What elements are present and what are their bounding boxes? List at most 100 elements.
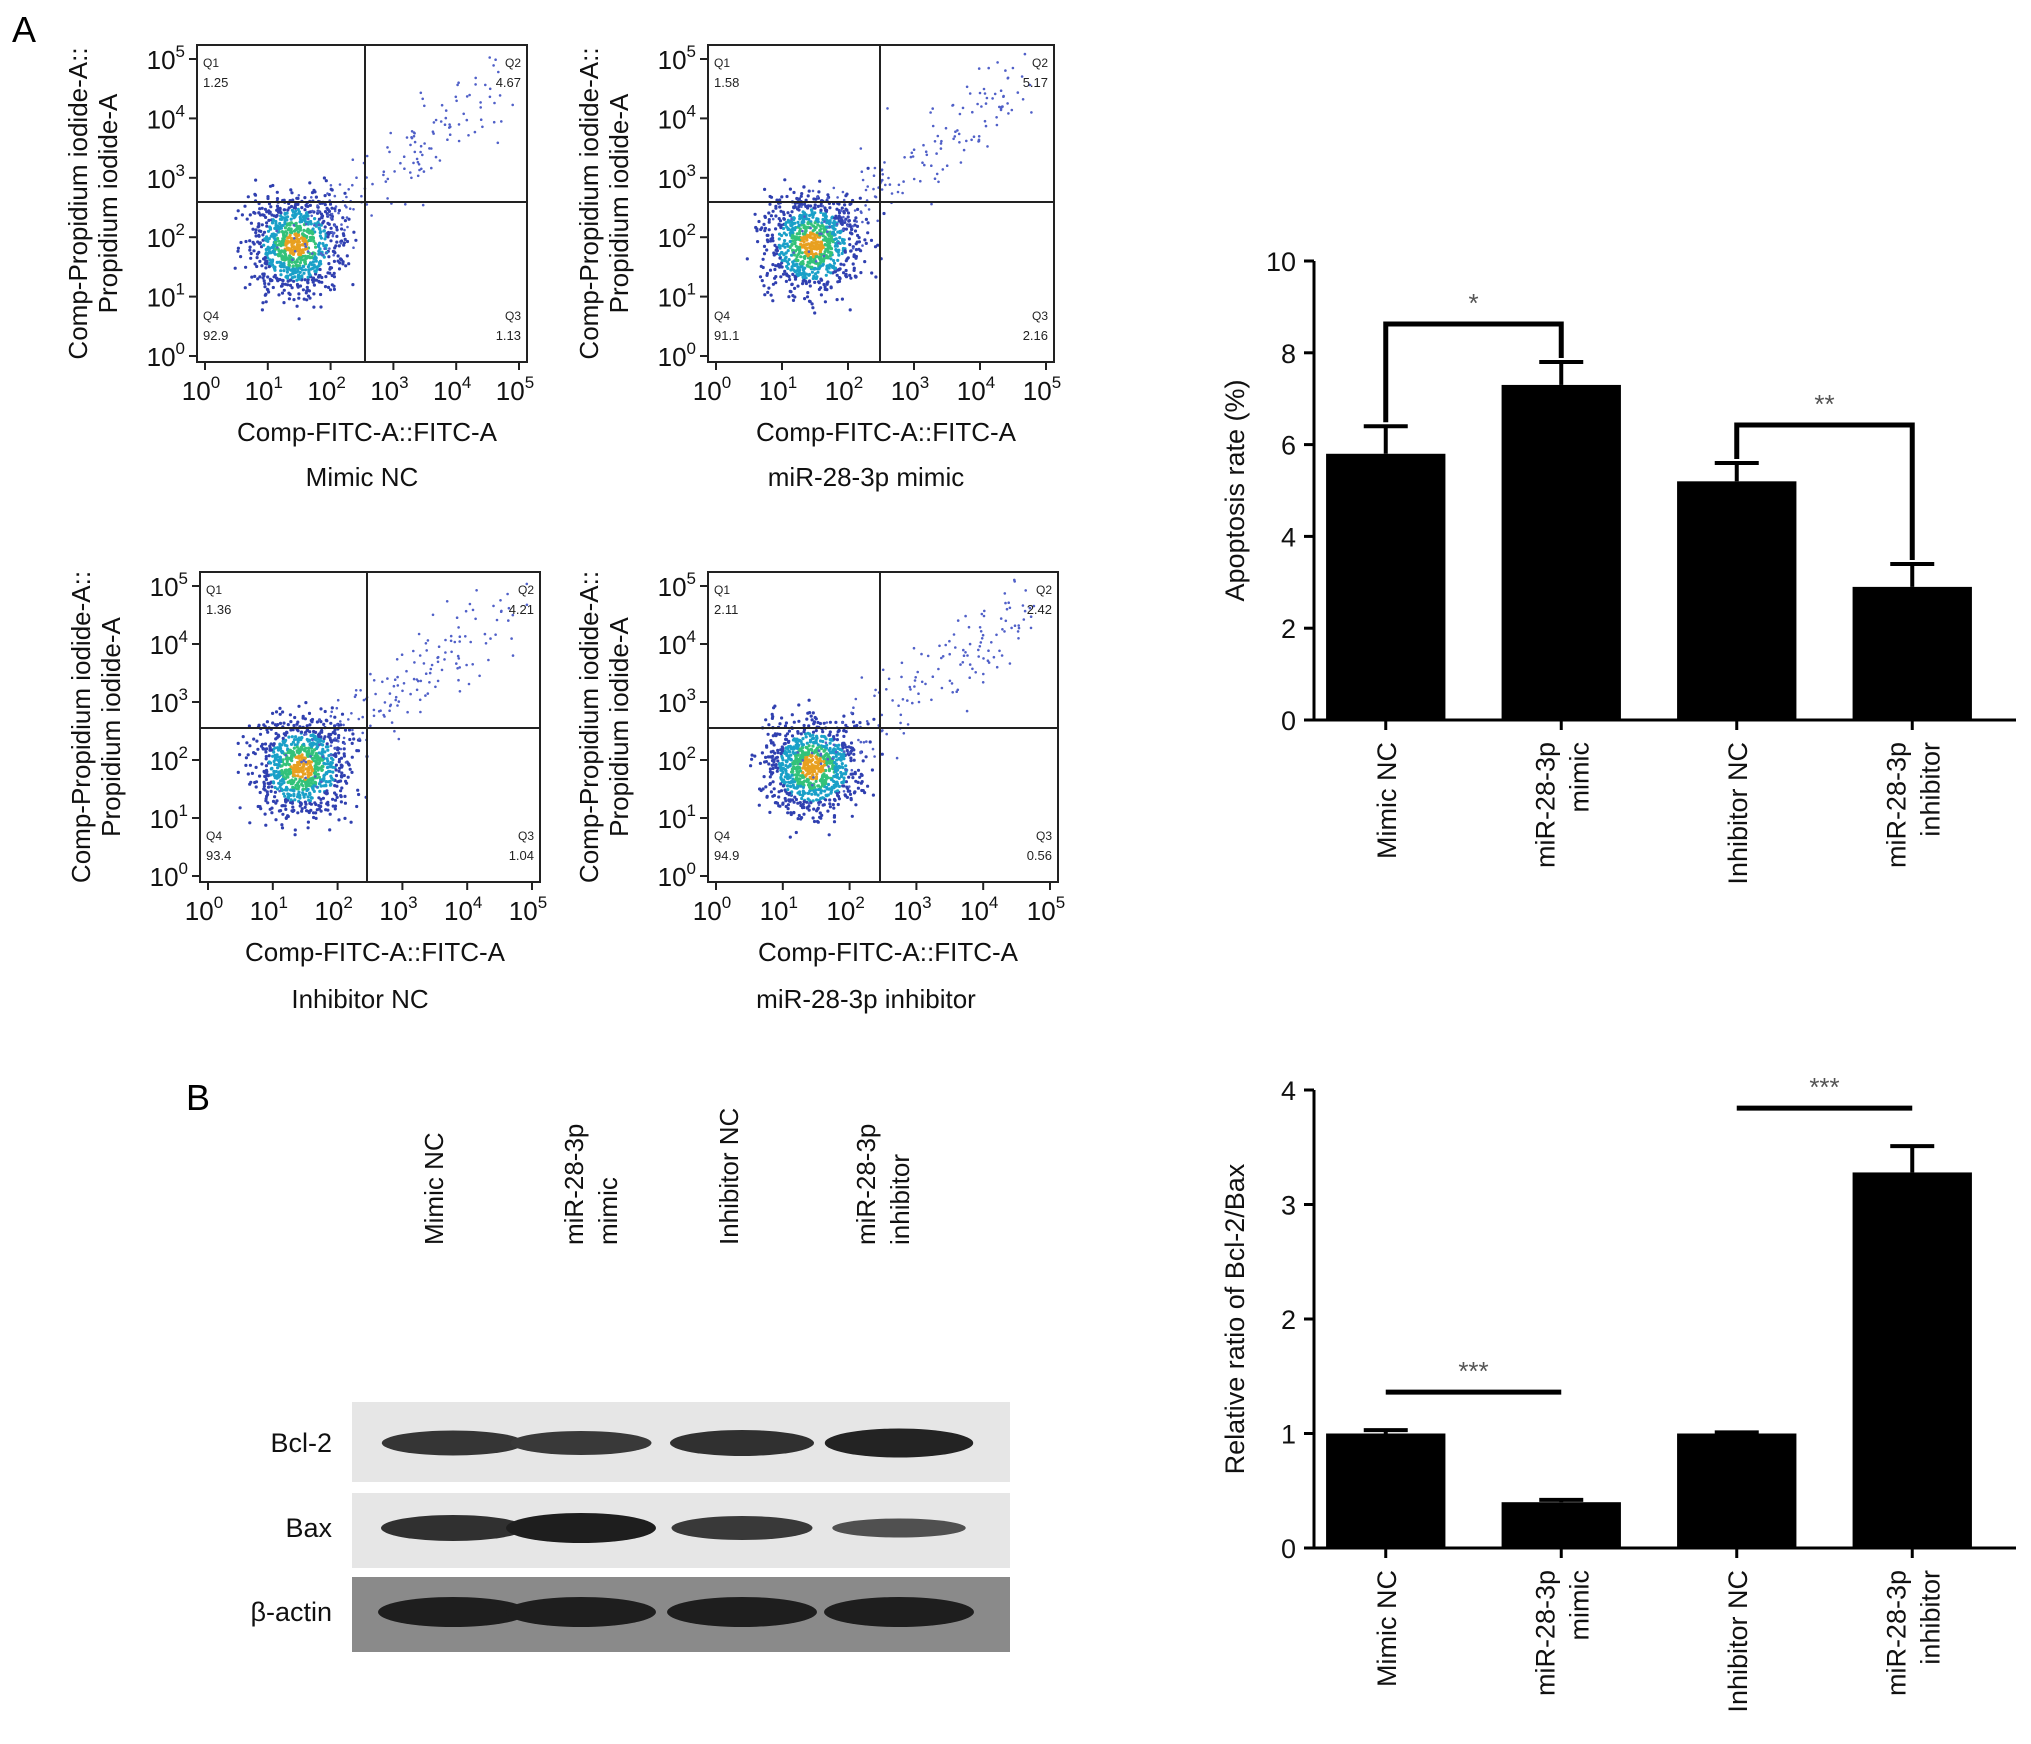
x-tick-label: 100: [182, 373, 220, 406]
scatter-point: [1008, 606, 1012, 610]
scatter-point: [1013, 624, 1017, 627]
scatter-point: [900, 675, 903, 679]
scatter-point: [806, 711, 810, 715]
scatter-point: [412, 131, 416, 134]
scatter-point: [796, 268, 800, 272]
scatter-point: [774, 281, 778, 285]
scatter-point: [841, 190, 845, 194]
scatter-point: [944, 126, 948, 130]
scatter-point: [822, 760, 826, 764]
scatter-point: [468, 602, 472, 606]
scatter-point: [291, 258, 294, 262]
scatter-point: [342, 243, 346, 247]
scatter-point: [819, 208, 823, 212]
scatter-point: [312, 239, 316, 243]
scatter-point: [827, 765, 830, 768]
scatter-point: [820, 221, 824, 225]
scatter-point: [280, 264, 284, 268]
scatter-point: [266, 288, 270, 292]
scatter-point: [820, 813, 824, 818]
x-tick-label: Inhibitor NC: [1723, 1570, 1753, 1713]
scatter-point: [444, 638, 447, 642]
scatter-point: [293, 786, 297, 790]
scatter-point: [328, 769, 332, 774]
scatter-point: [265, 224, 269, 228]
scatter-point: [880, 169, 883, 172]
scatter-point: [313, 217, 317, 221]
scatter-point: [343, 794, 347, 799]
scatter-point: [269, 260, 273, 264]
scatter-point: [304, 222, 308, 226]
scatter-point: [873, 245, 878, 249]
scatter-point: [236, 741, 240, 746]
scatter-point: [334, 763, 338, 767]
scatter-point: [797, 765, 801, 769]
scatter-point: [790, 713, 794, 717]
scatter-point: [425, 649, 429, 652]
scatter-point: [929, 111, 932, 114]
scatter-point: [818, 766, 823, 771]
scatter-point: [916, 670, 919, 674]
scatter-point: [812, 807, 816, 811]
scatter-point: [303, 242, 307, 246]
scatter-point: [913, 685, 916, 688]
scatter-point: [814, 260, 818, 263]
blot-band: [506, 1597, 656, 1627]
scatter-point: [281, 774, 285, 779]
scatter-point: [274, 737, 278, 741]
scatter-point: [256, 225, 260, 229]
scatter-point: [318, 267, 322, 272]
scatter-point: [312, 292, 316, 296]
scatter-point: [805, 238, 809, 242]
scatter-point: [289, 798, 293, 802]
scatter-point: [337, 733, 341, 738]
scatter-point: [823, 220, 826, 223]
scatter-point: [309, 219, 313, 224]
scatter-point: [978, 645, 982, 648]
scatter-point: [321, 747, 325, 751]
scatter-point: [234, 216, 238, 220]
scatter-point: [308, 723, 312, 727]
scatter-point: [336, 780, 340, 784]
quadrant-value: 1.36: [206, 602, 231, 617]
scatter-point: [765, 744, 769, 748]
scatter-point: [798, 217, 802, 221]
blot-band: [824, 1597, 974, 1627]
scatter-point: [319, 252, 323, 255]
scatter-point: [388, 692, 392, 695]
scatter-point: [284, 239, 288, 243]
scatter-point: [815, 231, 819, 235]
scatter-point: [933, 177, 937, 180]
bar: [1501, 384, 1621, 720]
scatter-point: [816, 246, 820, 250]
scatter-point: [256, 804, 260, 809]
scatter-point: [766, 755, 770, 759]
scatter-point: [828, 798, 832, 802]
scatter-point: [827, 748, 831, 752]
scatter-point: [339, 720, 342, 723]
scatter-point: [826, 270, 830, 274]
scatter-point: [264, 757, 268, 761]
scatter-point: [415, 678, 419, 681]
scatter-point: [778, 722, 782, 726]
scatter-point: [887, 677, 891, 681]
scatter-point: [254, 234, 258, 238]
scatter-point: [818, 250, 823, 254]
scatter-point: [273, 785, 277, 790]
scatter-point: [330, 710, 334, 714]
scatter-point: [834, 720, 838, 725]
scatter-point: [329, 226, 333, 230]
blot-row: Bcl-2: [270, 1402, 1010, 1482]
scatter-point: [334, 768, 338, 772]
scatter-point: [343, 219, 347, 223]
scatter-point: [779, 275, 783, 279]
scatter-point: [293, 753, 297, 757]
scatter-point: [811, 799, 815, 803]
scatter-point: [818, 811, 822, 815]
scatter-point: [252, 737, 256, 741]
scatter-point: [279, 769, 283, 773]
scatter-point: [834, 216, 838, 220]
scatter-point: [816, 270, 820, 274]
scatter-point: [329, 744, 333, 748]
